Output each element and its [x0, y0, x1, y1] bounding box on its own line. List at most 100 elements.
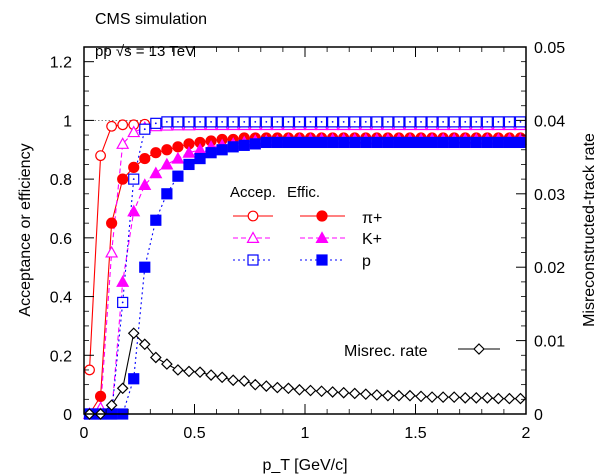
data-point-misrec-misrec-39 — [514, 392, 527, 405]
data-point-misrec-misrec-4 — [127, 327, 140, 340]
data-point-misrec-misrec-29 — [404, 389, 416, 402]
data-point-proton-efficiency-37 — [492, 136, 504, 149]
data-point-misrec-misrec-28 — [393, 389, 405, 402]
data-point-pion-efficiency-6 — [150, 147, 162, 159]
data-point-misrec-misrec-13 — [227, 374, 240, 387]
data-point-proton-acceptance-28-center-dot — [398, 120, 400, 123]
data-point-pion-efficiency-3 — [117, 173, 129, 185]
data-point-proton-efficiency-23 — [338, 136, 350, 149]
data-point-proton-acceptance-10-center-dot — [199, 120, 201, 123]
data-point-misrec-misrec-20 — [304, 384, 317, 397]
legend-header-effic: Effic. — [287, 184, 320, 201]
data-point-pion-efficiency-4 — [128, 161, 140, 173]
data-point-proton-efficiency-31 — [426, 136, 438, 149]
series-curve-proton-acceptance — [89, 121, 521, 415]
data-point-misrec-misrec-3 — [116, 382, 129, 395]
data-point-misrec-misrec-34 — [459, 392, 472, 404]
legend-label-proton: p — [362, 253, 371, 270]
x-tick-label-2: 1 — [301, 425, 310, 442]
y2-tick-label-1: 0.01 — [534, 334, 565, 351]
data-point-misrec-misrec-25 — [359, 388, 372, 401]
data-point-proton-acceptance-22-center-dot — [331, 120, 334, 123]
y2-axis-label: Misreconstructed-track rate — [581, 133, 598, 327]
data-point-proton-acceptance-13-center-dot — [232, 120, 235, 123]
data-point-pion-efficiency-1 — [94, 390, 107, 402]
data-point-misrec-misrec-12 — [216, 371, 228, 384]
data-point-proton-efficiency-22 — [327, 136, 339, 149]
data-point-misrec-misrec-38 — [503, 392, 516, 405]
data-point-proton-efficiency-39 — [514, 136, 527, 149]
data-point-kaon-acceptance-3 — [116, 137, 130, 149]
data-point-misrec-misrec-11 — [205, 369, 217, 381]
data-point-proton-efficiency-19 — [293, 136, 306, 149]
y-tick-label-1: 0.2 — [50, 348, 72, 365]
data-point-proton-acceptance-27-center-dot — [386, 120, 389, 123]
data-point-proton-efficiency-5 — [139, 261, 151, 273]
data-point-misrec-misrec-10 — [194, 366, 206, 379]
y-tick-label-5: 1 — [63, 113, 72, 130]
data-point-proton-efficiency-9 — [183, 158, 195, 171]
data-point-proton-efficiency-27 — [382, 136, 394, 149]
data-point-proton-efficiency-12 — [216, 144, 228, 156]
data-point-proton-acceptance-31-center-dot — [431, 120, 433, 123]
y2-tick-label-2: 0.02 — [534, 260, 565, 277]
data-point-misrec-misrec-23 — [337, 386, 350, 399]
data-point-kaon-efficiency-3 — [116, 275, 130, 287]
legend-label-misrec: Misrec. rate — [344, 343, 428, 360]
data-point-proton-acceptance-12-center-dot — [221, 120, 224, 123]
data-point-misrec-misrec-16 — [260, 380, 273, 392]
data-point-misrec-misrec-32 — [437, 391, 449, 403]
data-point-misrec-misrec-9 — [183, 365, 195, 378]
chart-title: CMS simulation — [95, 11, 207, 28]
data-point-proton-acceptance-16-center-dot — [265, 120, 268, 123]
energy-annotation: pp √s = 13 TeV — [95, 43, 195, 60]
data-point-misrec-misrec-18 — [282, 382, 295, 395]
data-point-pion-efficiency-5 — [139, 152, 151, 165]
series-curve-kaon-acceptance — [89, 124, 521, 415]
legend-header-accep: Accep. — [230, 184, 276, 201]
data-point-proton-acceptance-3-center-dot — [121, 301, 124, 304]
data-point-misrec-misrec-5 — [138, 338, 151, 351]
data-point-proton-efficiency-33 — [448, 136, 460, 149]
data-point-proton-efficiency-36 — [481, 136, 493, 149]
data-point-proton-acceptance-21-center-dot — [320, 120, 323, 123]
data-point-proton-efficiency-16 — [260, 136, 272, 149]
data-point-proton-acceptance-18-center-dot — [287, 120, 290, 123]
data-point-misrec-misrec-36 — [481, 392, 494, 404]
data-point-proton-acceptance-29-center-dot — [409, 120, 411, 123]
y2-tick-label-3: 0.03 — [534, 187, 565, 204]
legend-rows — [233, 210, 500, 355]
data-point-misrec-misrec-17 — [271, 381, 284, 394]
data-point-kaon-efficiency-7 — [160, 157, 174, 170]
data-point-proton-efficiency-14 — [238, 139, 250, 151]
data-point-proton-acceptance-36-center-dot — [486, 120, 489, 123]
data-point-proton-efficiency-13 — [227, 141, 239, 153]
legend-marker-proton-accep-center-dot — [252, 259, 254, 261]
legend-label-kaon: K+ — [362, 231, 382, 248]
legend-marker-pion-accep — [247, 210, 259, 222]
legend-label-pion: π+ — [362, 210, 382, 227]
data-point-proton-efficiency-25 — [360, 136, 372, 149]
series-curve-kaon-efficiency — [89, 138, 521, 415]
series-curve-pion-acceptance — [88, 123, 521, 371]
x-tick-label-1: 0.5 — [183, 425, 205, 442]
data-point-proton-acceptance-34-center-dot — [464, 120, 467, 123]
data-marker-layer — [83, 116, 527, 420]
data-point-proton-efficiency-28 — [393, 136, 405, 149]
y-tick-label-2: 0.4 — [50, 290, 72, 307]
data-point-pion-acceptance-3 — [117, 119, 129, 131]
data-point-kaon-acceptance-4 — [127, 125, 141, 138]
legend-marker-kaon-accep — [246, 231, 260, 243]
data-point-proton-acceptance-6-center-dot — [154, 122, 157, 125]
data-point-proton-acceptance-35-center-dot — [475, 120, 478, 123]
data-point-proton-acceptance-33-center-dot — [453, 120, 456, 123]
data-point-proton-efficiency-6 — [150, 214, 162, 226]
data-point-proton-acceptance-39-center-dot — [519, 120, 522, 123]
data-point-proton-efficiency-15 — [249, 138, 261, 150]
data-point-misrec-misrec-26 — [370, 389, 383, 401]
data-point-misrec-misrec-37 — [492, 392, 505, 405]
x-tick-label-0: 0 — [80, 425, 89, 442]
data-point-proton-acceptance-5-center-dot — [143, 128, 146, 131]
y2-tick-label-4: 0.04 — [534, 113, 565, 130]
